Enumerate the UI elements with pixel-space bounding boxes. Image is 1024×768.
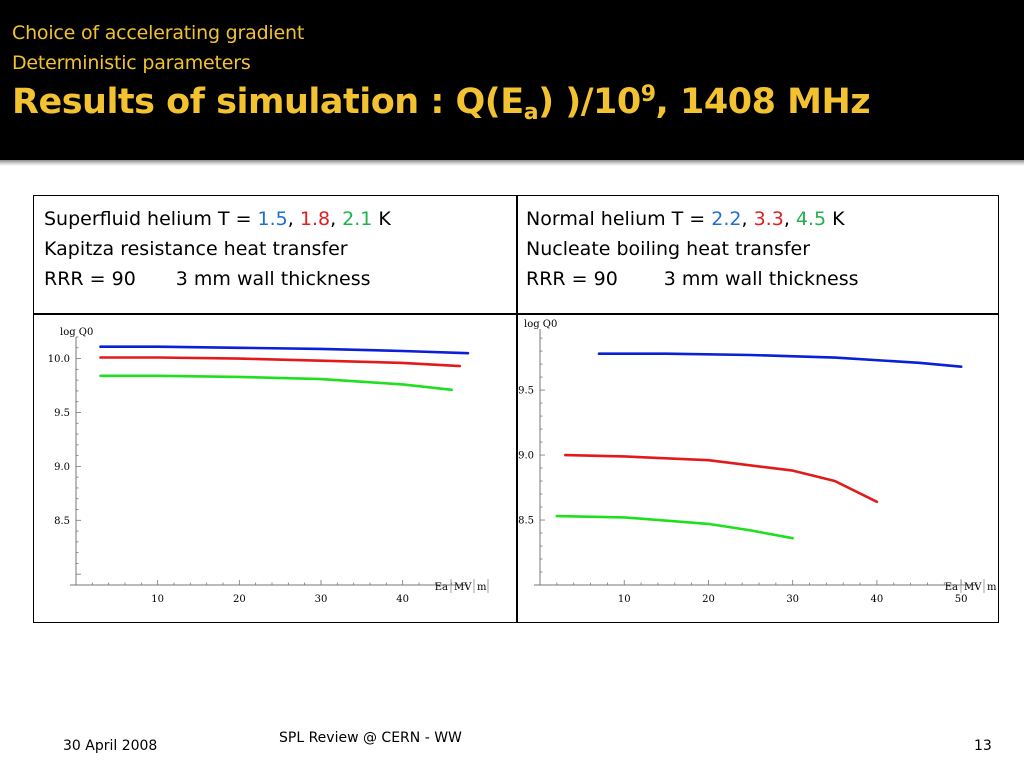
x-axis-unit-mv: MV — [454, 582, 472, 593]
x-tick-label: 40 — [396, 594, 409, 605]
x-axis-label: Ea MV m — [945, 579, 996, 593]
x-tick-label: 10 — [618, 594, 631, 605]
series-line-1 — [99, 356, 462, 368]
y-tick-label: 9.0 — [54, 462, 70, 473]
y-tick-label: 10.0 — [48, 354, 70, 365]
results-table: Superfluid helium T = 1.5, 1.8, 2.1 K Ka… — [33, 195, 999, 623]
normal-temperature-line: Normal helium T = 2.2, 3.3, 4.5 K — [526, 208, 845, 230]
subtitle-gradient: Choice of accelerating gradient — [12, 22, 305, 44]
x-tick-label: 10 — [151, 594, 164, 605]
y-axis-label: log Q0 — [524, 319, 557, 330]
x-axis-unit-mv: MV — [964, 582, 982, 593]
temp-3-3: 3.3 — [753, 208, 784, 230]
normal-heat-transfer-line: Nucleate boiling heat transfer — [526, 238, 811, 260]
title-suffix: , 1408 MHz — [655, 82, 871, 122]
series-line-1 — [564, 453, 879, 504]
title-subscript: a — [523, 100, 539, 125]
temp-2-1: 2.1 — [342, 208, 373, 230]
temp-2-2: 2.2 — [711, 208, 742, 230]
slide-title: Results of simulation : Q(Ea) )/109, 140… — [12, 82, 871, 125]
header-divider — [0, 160, 1024, 166]
y-axis-label: log Q0 — [60, 327, 93, 338]
x-axis-label: Ea MV m — [435, 579, 489, 593]
superfluid-description: Superfluid helium T = 1.5, 1.8, 2.1 K Ka… — [44, 204, 391, 294]
series-line-2 — [99, 374, 453, 392]
temp-4-5: 4.5 — [795, 208, 827, 230]
series-line-0 — [99, 345, 470, 355]
y-tick-label: 9.5 — [54, 408, 70, 419]
x-axis-name: Ea — [435, 582, 448, 593]
x-axis-unit-m: m — [477, 582, 487, 593]
normal-rrr-line: RRR = 90 3 mm wall thickness — [526, 268, 859, 290]
y-tick-label: 8.5 — [518, 516, 534, 527]
x-tick-label: 30 — [315, 594, 328, 605]
normal-helium-q0-chart: 10 20 30 40 50 8.5 9.0 9.5 log Q0 Ea MV m — [518, 319, 996, 605]
y-tick-label: 9.5 — [518, 386, 534, 397]
subtitle-parameters: Deterministic parameters — [12, 52, 251, 74]
title-superscript: 9 — [640, 82, 656, 107]
temp-1-8: 1.8 — [299, 208, 331, 230]
footer-event: SPL Review @ CERN - WW — [279, 730, 462, 746]
x-tick-label: 20 — [233, 594, 246, 605]
x-tick-label: 40 — [871, 594, 884, 605]
superfluid-rrr-line: RRR = 90 3 mm wall thickness — [44, 268, 371, 290]
footer-date: 30 April 2008 — [63, 738, 158, 754]
series-line-0 — [597, 352, 963, 368]
superfluid-temperature-line: Superfluid helium T = 1.5, 1.8, 2.1 K — [44, 208, 391, 230]
normal-helium-description: Normal helium T = 2.2, 3.3, 4.5 K Nuclea… — [526, 204, 859, 294]
title-bar: Choice of accelerating gradient Determin… — [0, 0, 1024, 160]
series-line-2 — [555, 514, 794, 540]
x-tick-label: 30 — [786, 594, 799, 605]
superfluid-heat-transfer-line: Kapitza resistance heat transfer — [44, 238, 348, 260]
x-axis-name: Ea — [945, 582, 958, 593]
title-prefix: Results of simulation : Q(E — [12, 82, 524, 122]
y-tick-label: 9.0 — [518, 451, 534, 462]
table-column-divider — [516, 196, 518, 622]
x-tick-label: 20 — [702, 594, 715, 605]
temp-1-5: 1.5 — [257, 208, 288, 230]
table-row-divider — [34, 313, 998, 315]
title-mid: ) )/10 — [538, 82, 641, 122]
x-tick-label: 50 — [955, 594, 968, 605]
slide-number: 13 — [974, 738, 992, 754]
y-tick-label: 8.5 — [54, 516, 70, 527]
superfluid-q0-chart: 10 20 30 40 8.5 9.0 9.5 10.0 log Q0 Ea MV m — [48, 327, 489, 605]
x-axis-unit-m: m — [987, 582, 996, 593]
